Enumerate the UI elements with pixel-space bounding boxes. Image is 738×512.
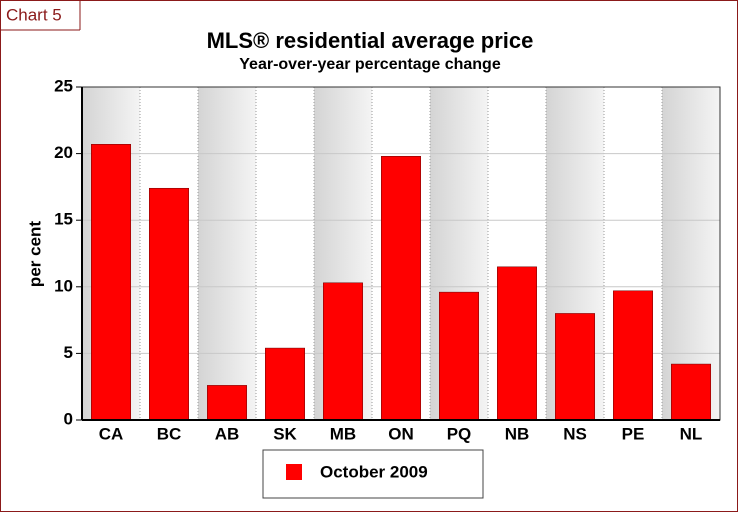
bar	[381, 156, 421, 421]
bar	[323, 282, 363, 421]
legend-swatch	[286, 464, 302, 480]
x-tick-label: NS	[563, 424, 587, 443]
x-tick-label: BC	[157, 424, 182, 443]
bar	[91, 144, 131, 421]
bar	[439, 291, 479, 421]
y-tick-label: 20	[54, 143, 73, 162]
y-tick-label: 5	[64, 343, 73, 362]
x-tick-label: NB	[505, 424, 530, 443]
x-tick-label: ON	[388, 424, 414, 443]
bar	[555, 313, 595, 421]
bar	[613, 290, 653, 421]
legend-label: October 2009	[320, 462, 428, 481]
bar	[149, 187, 189, 421]
x-tick-label: PQ	[447, 424, 472, 443]
x-tick-label: AB	[215, 424, 240, 443]
y-axis-label: per cent	[25, 221, 44, 287]
x-tick-label: SK	[273, 424, 297, 443]
bar	[671, 363, 711, 421]
y-tick-label: 0	[64, 409, 73, 428]
chart-label: Chart 5	[6, 5, 62, 24]
chart-subtitle: Year-over-year percentage change	[239, 56, 501, 73]
y-tick-label: 25	[54, 76, 73, 95]
bar	[497, 266, 537, 421]
band-shade	[198, 87, 256, 420]
chart-title: MLS® residential average price	[207, 28, 534, 53]
x-tick-label: CA	[99, 424, 124, 443]
y-tick-label: 15	[54, 210, 73, 229]
x-tick-label: NL	[680, 424, 703, 443]
y-tick-label: 10	[54, 276, 73, 295]
x-tick-label: PE	[622, 424, 645, 443]
x-tick-label: MB	[330, 424, 356, 443]
bar	[265, 347, 305, 421]
bar	[207, 385, 247, 421]
